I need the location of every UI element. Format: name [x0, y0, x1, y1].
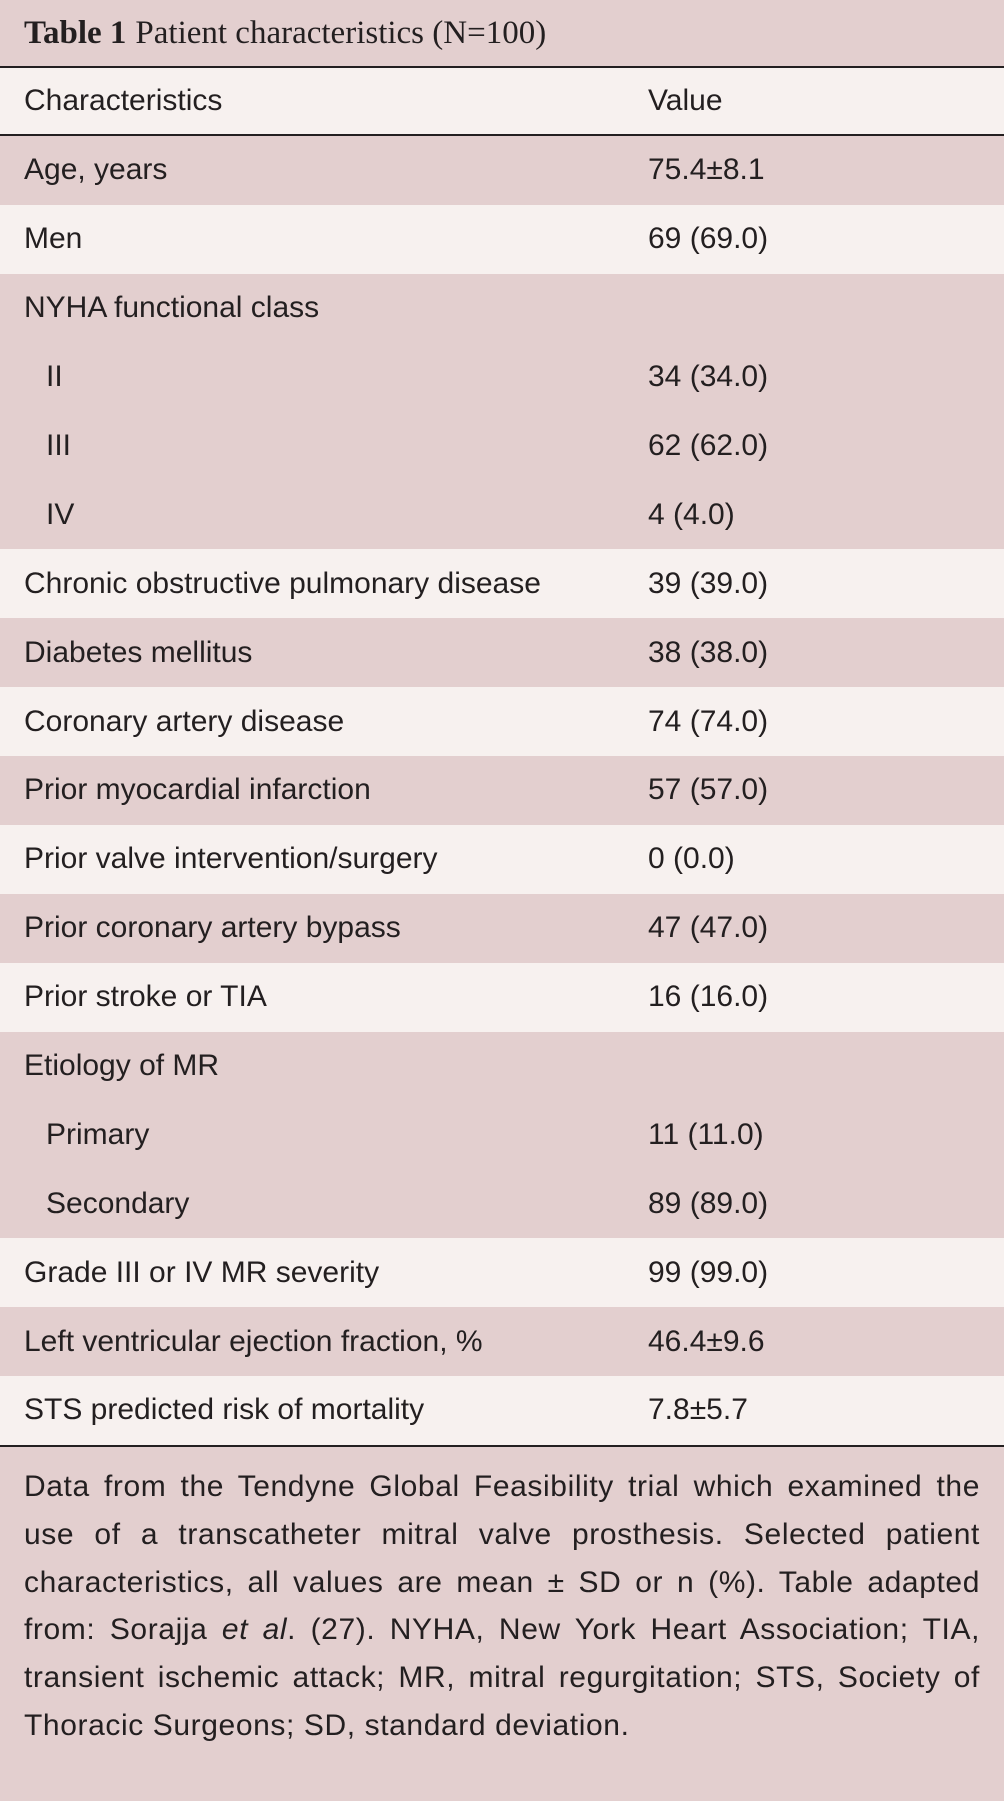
table-body: Age, years 75.4±8.1 Men 69 (69.0) NYHA funct… [0, 136, 1004, 1445]
row-label: STS predicted risk of mortality [24, 1393, 425, 1427]
table-row: Prior myocardial infarction 57 (57.0) [0, 756, 1004, 825]
table-row: Prior stroke or TIA 16 (16.0) [0, 962, 1004, 1032]
table-row: IV 4 (4.0) [0, 480, 1004, 550]
row-label: II [46, 360, 63, 394]
table-row: Etiology of MR [0, 1031, 1004, 1101]
row-value: 89 (89.0) [648, 1186, 769, 1220]
table-row: Left ventricular ejection fraction, % 46.… [0, 1307, 1004, 1377]
table-row: Men 69 (69.0) [0, 204, 1004, 274]
footnote-text-end: . (27). NYHA, New York Heart Association… [24, 1613, 980, 1742]
table-footnote: Data from the Tendyne Global Feasibility… [0, 1444, 1004, 1750]
table-row: Secondary 89 (89.0) [0, 1169, 1004, 1239]
row-value: 62 (62.0) [648, 429, 769, 462]
row-value: 16 (16.0) [648, 980, 769, 1014]
row-label: III [46, 429, 72, 462]
table-row: III 62 (62.0) [0, 411, 1004, 481]
row-label: Chronic obstructive pulmonary disease [24, 566, 541, 600]
table-row: Prior valve intervention/surgery 0 (0.0) [0, 824, 1004, 894]
row-value: 0 (0.0) [648, 842, 735, 876]
row-label: Prior coronary artery bypass [24, 911, 401, 945]
row-label: Coronary artery disease [24, 704, 345, 738]
row-label: Etiology of MR [24, 1049, 220, 1083]
header-characteristics: Characteristics [24, 84, 223, 117]
row-label: Age, years [24, 153, 168, 187]
row-label: Diabetes mellitus [24, 635, 253, 669]
row-value: 57 (57.0) [648, 773, 769, 807]
table-row: Prior coronary artery bypass 47 (47.0) [0, 893, 1004, 963]
footnote-text-start: Data from the Tendyne Global Feasibility… [24, 1469, 980, 1647]
row-label: Left ventricular ejection fraction, % [24, 1324, 483, 1358]
row-label: Grade III or IV MR severity [24, 1255, 380, 1289]
row-value: 69 (69.0) [648, 222, 769, 256]
footnote-italic: et al [221, 1613, 288, 1647]
table-row: Grade III or IV MR severity 99 (99.0) [0, 1238, 1004, 1308]
table-row: STS predicted risk of mortality 7.8±5.7 [0, 1376, 1004, 1445]
table-caption: Patient characteristics (N=100) [135, 14, 547, 51]
row-label: Men [24, 222, 83, 256]
table-number: Table 1 [24, 14, 127, 51]
table-row: Primary 11 (11.0) [0, 1100, 1004, 1170]
row-value: 38 (38.0) [648, 635, 769, 669]
table-row: NYHA functional class [0, 273, 1004, 343]
row-value: 7.8±5.7 [648, 1393, 748, 1427]
row-label: NYHA functional class [24, 291, 320, 325]
row-label: Prior myocardial infarction [24, 773, 371, 807]
row-label: Prior valve intervention/surgery [24, 842, 438, 876]
row-label: Secondary [46, 1186, 190, 1220]
row-value: 11 (11.0) [648, 1117, 764, 1151]
row-value: 34 (34.0) [648, 360, 769, 394]
row-label: IV [46, 497, 75, 531]
row-value: 47 (47.0) [648, 911, 769, 945]
row-value: 75.4±8.1 [648, 153, 765, 187]
table-row: II 34 (34.0) [0, 342, 1004, 412]
table-title: Table 1 Patient characteristics (N=100) [0, 0, 1004, 68]
row-value: 4 (4.0) [648, 497, 735, 531]
table-row: Age, years 75.4±8.1 [0, 136, 1004, 205]
table-row: Chronic obstructive pulmonary disease 39 … [0, 549, 1004, 619]
header-value: Value [648, 84, 723, 117]
row-label: Primary [46, 1117, 150, 1151]
row-label: Prior stroke or TIA [24, 980, 267, 1014]
row-value: 39 (39.0) [648, 566, 769, 600]
table-row: Diabetes mellitus 38 (38.0) [0, 618, 1004, 688]
row-value: 46.4±9.6 [648, 1324, 765, 1358]
table-header-row: Characteristics Value [0, 68, 1004, 136]
table-row: Coronary artery disease 74 (74.0) [0, 687, 1004, 757]
row-value: 99 (99.0) [648, 1255, 769, 1289]
row-value: 74 (74.0) [648, 704, 769, 738]
